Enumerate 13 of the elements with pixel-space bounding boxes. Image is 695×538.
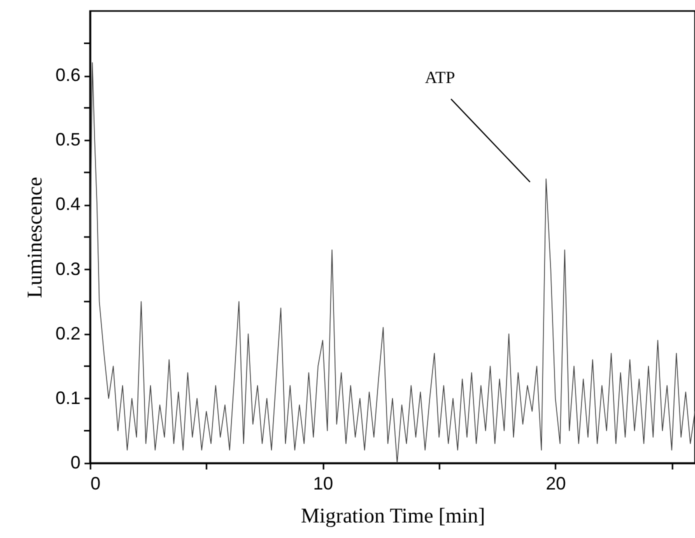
y-tick-label: 0.5 — [55, 130, 80, 150]
y-tick-label: 0.6 — [55, 65, 80, 86]
y-tick-label: 0 — [70, 452, 80, 472]
y-tick-label: 0.1 — [55, 388, 80, 408]
y-tick-label: 0.4 — [55, 194, 80, 214]
y-tick-label: 0.2 — [55, 323, 80, 344]
y-axis-title: Luminescence — [22, 176, 46, 298]
x-tick-label: 10 — [313, 474, 334, 494]
y-tick-label: 0.3 — [55, 258, 80, 279]
x-axis-title: Migration Time [min] — [300, 504, 486, 528]
x-tick-label: 20 — [546, 474, 566, 494]
annotation: ATP — [424, 68, 456, 87]
x-tick-label: 0 — [90, 474, 101, 494]
